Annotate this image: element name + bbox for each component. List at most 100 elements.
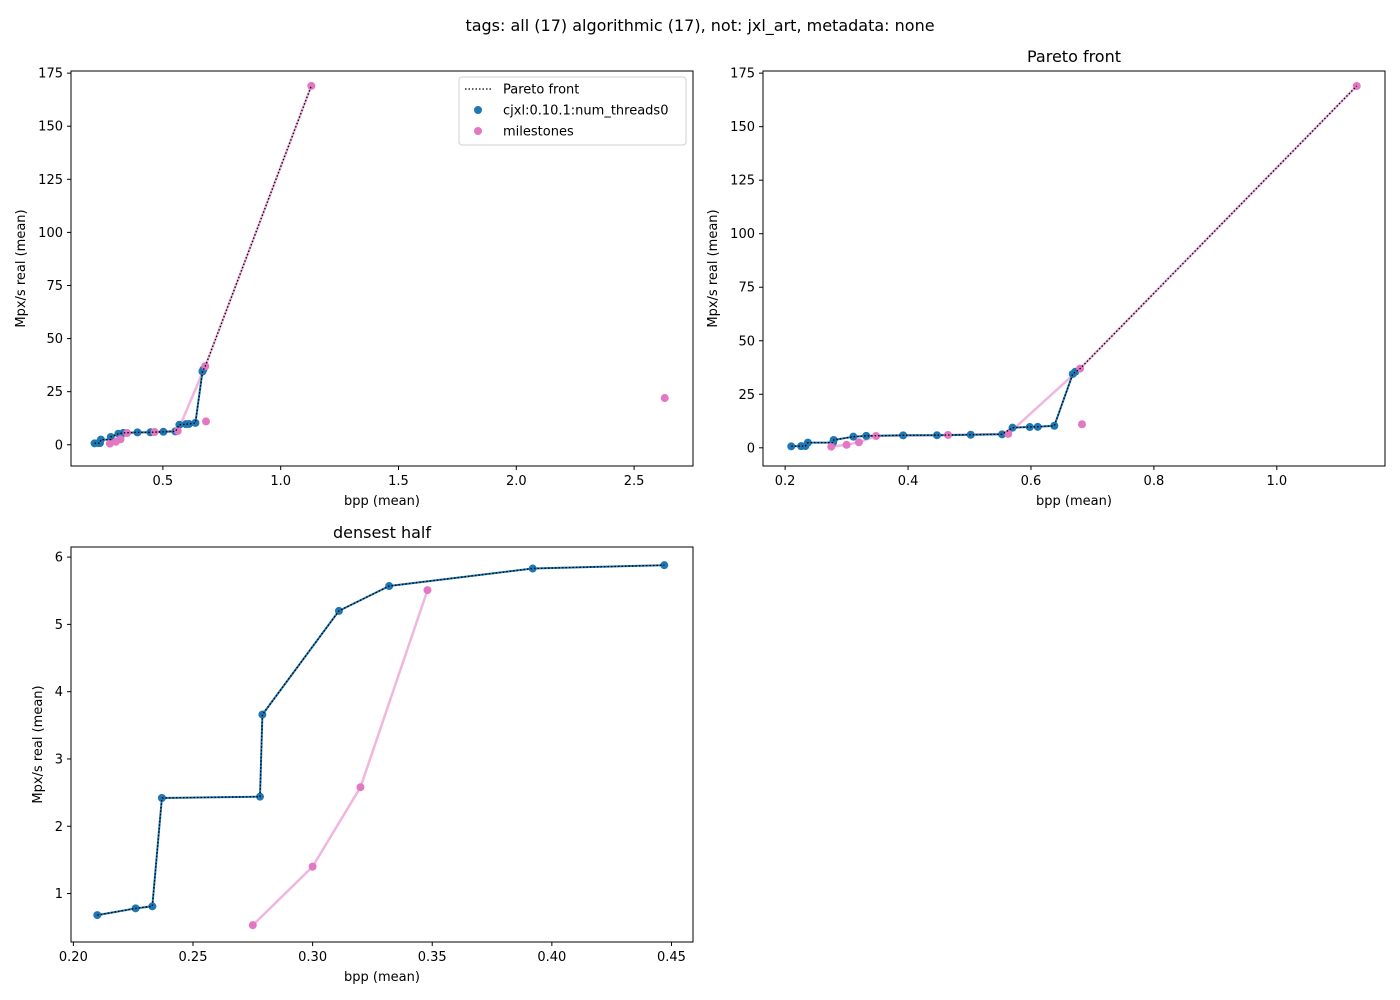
y-axis-label: Mpx/s real (mean) [14,209,29,327]
chart-3: 0.20 0.25 0.30 0.35 0.40 0.45 1 2 3 4 5 6 bpp (mean)… [31,523,694,985]
milestones-line [831,85,1358,448]
axes-frame [70,70,694,467]
milestone-point [827,442,836,451]
axes-frame [70,546,694,943]
y-tick-label: 125 [38,173,63,188]
series-point [157,793,166,802]
pareto-front-line [94,85,312,444]
axes-frame [762,70,1386,467]
y-axis-label: Mpx/s real (mean) [706,209,721,327]
legend-milestones-label: milestones [503,125,574,140]
series-point [1050,421,1059,430]
y-tick-label: 4 [55,685,63,700]
milestone-point [423,586,432,595]
series-point [258,710,267,719]
plot-area [787,81,1361,451]
series-point [191,418,200,427]
x-tick-label: 0.40 [537,950,566,965]
milestone-point [173,426,182,435]
chart-title: densest half [333,523,431,542]
legend-pareto-label: Pareto front [503,83,579,98]
milestones-line [109,85,313,445]
chart-title: Pareto front [1027,47,1121,66]
series-line [97,564,665,917]
milestone-point [1004,429,1013,438]
x-tick-label: 0.5 [153,474,174,489]
series-point [528,564,537,573]
y-tick-label: 175 [730,67,755,82]
y-tick-label: 25 [738,388,755,403]
x-tick-label: 0.30 [298,950,327,965]
series-point [133,428,142,437]
series-point [966,430,975,439]
y-tick-label: 75 [738,281,755,296]
y-tick-label: 50 [46,332,63,347]
milestone-point [944,430,953,439]
x-tick-label: 0.25 [179,950,208,965]
milestone-point [116,435,125,444]
milestone-point [842,440,851,449]
series-point [862,431,871,440]
x-axis-label: bpp (mean) [344,494,420,509]
series-point [148,902,157,911]
milestone-point [150,428,159,437]
legend-milestones-swatch [474,127,482,135]
x-tick-label: 2.0 [506,474,527,489]
plot-area [93,561,669,930]
legend-frame [458,76,687,146]
series-point [1025,423,1034,432]
y-tick-label: 100 [730,227,755,242]
x-tick-label: 0.4 [898,474,919,489]
series-point [932,431,941,440]
y-tick-label: 5 [55,618,63,633]
y-tick-label: 125 [730,174,755,189]
x-tick-label: 1.5 [388,474,409,489]
milestone-point [202,417,211,426]
legend: Pareto front cjxl:0.10.1:num_threads0mile… [458,76,687,146]
x-tick-label: 0.20 [59,950,88,965]
series-point [175,420,184,429]
x-tick-label: 0.6 [1021,474,1042,489]
x-tick-label: 1.0 [1266,474,1287,489]
y-tick-label: 150 [730,120,755,135]
legend-series-swatch [474,106,482,114]
chart-1: 0.5 1.0 1.5 2.0 2.5 0 25 50 75 100 125 150 175 bpp (m… [14,67,694,509]
y-tick-label: 175 [38,67,63,82]
milestone-point [660,394,669,403]
plot-area [90,81,669,448]
series-point [96,435,105,444]
x-tick-label: 1.0 [270,474,291,489]
x-tick-label: 0.35 [418,950,447,965]
x-tick-label: 0.8 [1144,474,1165,489]
y-tick-label: 1 [55,887,63,902]
x-tick-label: 2.5 [624,474,645,489]
milestone-point [248,921,257,930]
legend-series-label: cjxl:0.10.1:num_threads0 [503,104,668,119]
milestone-point [854,438,863,447]
y-tick-label: 6 [55,551,63,566]
y-tick-label: 150 [38,120,63,135]
milestones-line [251,589,429,927]
milestone-point [356,783,365,792]
y-tick-label: 25 [46,385,63,400]
x-tick-label: 0.2 [775,474,796,489]
x-tick-label: 0.45 [657,950,686,965]
milestone-point [123,429,132,438]
series-point [787,442,796,451]
y-tick-label: 2 [55,820,63,835]
y-tick-label: 75 [46,279,63,294]
y-tick-label: 0 [747,441,755,456]
milestone-point [308,862,317,871]
pareto-front-line [791,85,1358,447]
figure-suptitle: tags: all (17) algorithmic (17), not: jx… [465,16,935,35]
y-axis-label: Mpx/s real (mean) [31,685,46,803]
y-tick-label: 50 [738,334,755,349]
pareto-front-line [97,564,665,916]
chart-2: 0.2 0.4 0.6 0.8 1.0 0 25 50 75 100 125 150 175 bpp (m… [706,47,1386,509]
x-axis-label: bpp (mean) [1036,494,1112,509]
series-point [185,419,194,428]
series-point [849,432,858,441]
y-tick-label: 3 [55,752,63,767]
milestone-point [1077,420,1086,429]
